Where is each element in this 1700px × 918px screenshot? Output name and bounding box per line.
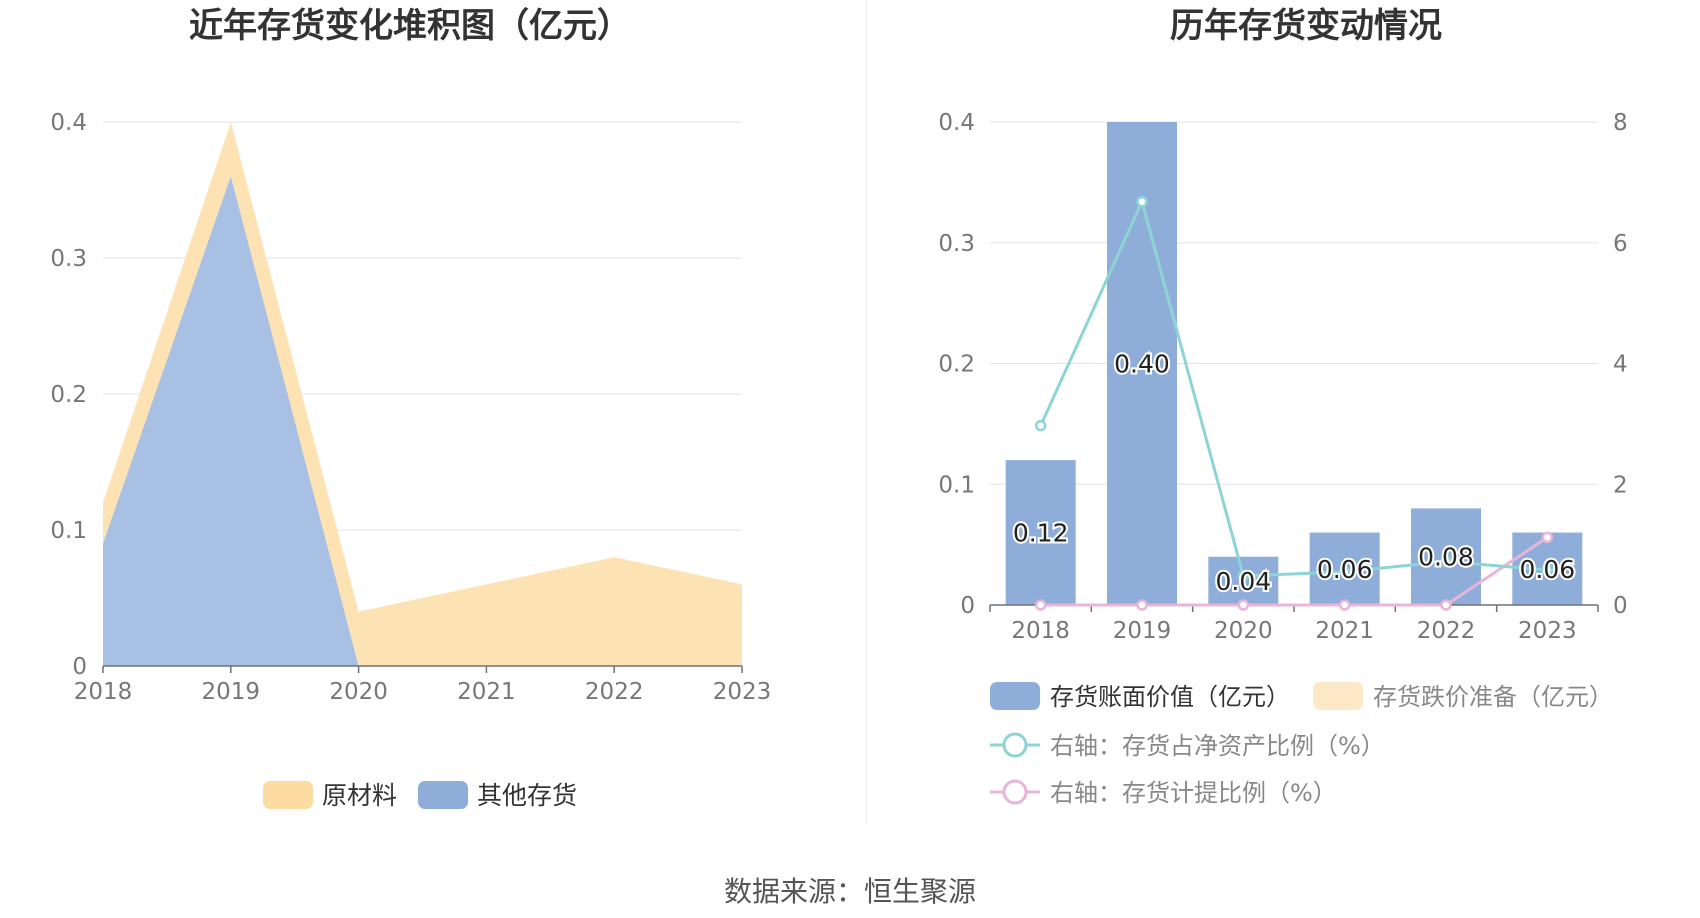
left-y-tick-label: 0.1 [50,518,87,544]
bar-value-label: 0.06 [1317,555,1373,584]
bar-value-label: 0.40 [1114,350,1170,379]
left-x-tick-label: 2023 [713,679,772,705]
right-chart-title: 历年存货变动情况 [1170,6,1442,46]
point-provision-ratio [1440,599,1452,611]
legend-label-provision-ratio: 右轴：存货计提比例（%） [1050,779,1337,807]
right-right-y-tick-label: 2 [1613,472,1628,498]
bar-inventory-book-value [1005,460,1076,605]
point-inventory-net-asset-ratio [1541,564,1554,576]
legend-swatch-other-inventory [418,781,468,809]
legend-label-book-value: 存货账面价值（亿元） [1050,683,1290,711]
right-x-tick-label: 2022 [1417,618,1476,644]
right-right-y-tick-label: 0 [1613,593,1628,619]
right-left-y-tick-label: 0.2 [938,352,975,378]
right-x-tick-label: 2020 [1214,618,1273,644]
left-x-tick-label: 2022 [585,679,644,705]
right-left-y-tick-label: 0.1 [938,472,975,498]
point-provision-ratio [1338,599,1351,611]
right-x-tick-label: 2023 [1518,618,1577,644]
point-provision-ratio [1237,599,1250,611]
point-inventory-net-asset-ratio [1440,555,1452,568]
legend-marker-provision-ratio [1002,779,1028,805]
right-right-y-tick-label: 8 [1613,110,1628,136]
left-x-tick-label: 2021 [457,679,516,705]
chart-divider [866,0,867,825]
legend-swatch-book-value [990,682,1040,710]
point-inventory-net-asset-ratio [1034,419,1047,432]
right-x-tick-label: 2021 [1315,618,1374,644]
point-inventory-net-asset-ratio [1338,566,1351,578]
legend-label-other-inventory: 其他存货 [477,781,577,810]
left-x-tick-label: 2018 [74,679,133,705]
legend-marker-net-asset-ratio [1002,732,1028,758]
right-left-y-tick-label: 0.3 [938,231,975,257]
bar-value-label: 0.06 [1519,555,1575,584]
left-y-tick-label: 0 [72,654,87,680]
right-x-tick-label: 2018 [1011,618,1070,644]
area-raw-material [103,122,742,666]
legend-label-raw-material: 原材料 [322,781,397,810]
left-y-tick-label: 0.4 [50,110,87,136]
line-provision-ratio [1040,536,1549,607]
right-right-y-tick-label: 6 [1613,231,1628,257]
point-provision-ratio [1034,599,1047,611]
legend-swatch-provision [1313,682,1363,710]
bar-value-label: 0.12 [1013,519,1069,548]
right-right-y-tick-label: 4 [1613,352,1628,378]
point-provision-ratio [1136,599,1148,611]
point-inventory-net-asset-ratio [1237,570,1250,582]
bar-value-label: 0.04 [1215,567,1271,596]
data-source-footer: 数据来源：恒生聚源 [723,875,976,908]
legend-label-provision: 存货跌价准备（亿元） [1373,683,1613,711]
point-inventory-net-asset-ratio [1136,195,1148,208]
right-x-tick-label: 2019 [1113,618,1172,644]
left-x-tick-label: 2019 [202,679,261,705]
left-x-tick-label: 2020 [329,679,388,705]
legend-swatch-raw-material [263,781,313,809]
line-inventory-net-asset-ratio [1039,197,1548,578]
bar-value-label: 0.08 [1418,543,1474,572]
area-other-inventory [103,176,742,666]
right-left-y-tick-label: 0.4 [938,110,975,136]
left-chart-title: 近年存货变化堆积图（亿元） [189,6,631,46]
left-y-tick-label: 0.3 [50,246,87,272]
left-y-tick-label: 0.2 [50,382,87,408]
point-provision-ratio [1541,531,1554,544]
legend-label-net-asset-ratio: 右轴：存货占净资产比例（%） [1050,732,1385,760]
right-left-y-tick-label: 0 [960,593,975,619]
